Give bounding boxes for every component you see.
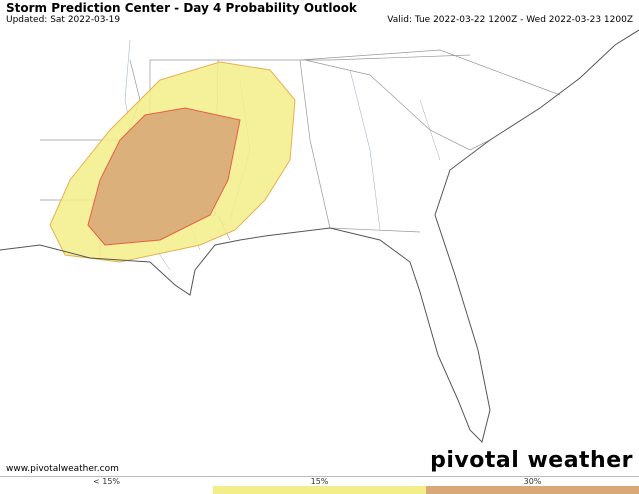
map bbox=[0, 29, 639, 443]
logo: pivotal weather bbox=[430, 448, 633, 473]
legend-label: 15% bbox=[310, 477, 329, 486]
legend-item: < 15% bbox=[0, 476, 213, 494]
valid-time: Valid: Tue 2022-03-22 1200Z - Wed 2022-0… bbox=[387, 15, 633, 25]
risk-30-area bbox=[87, 107, 241, 246]
legend-swatch bbox=[426, 486, 639, 494]
legend-swatch bbox=[0, 486, 213, 494]
coastline bbox=[0, 29, 639, 443]
legend: < 15% 15% 30% bbox=[0, 476, 639, 494]
legend-item: 30% bbox=[426, 476, 639, 494]
legend-label: 30% bbox=[523, 477, 542, 486]
legend-swatch bbox=[213, 486, 426, 494]
legend-item: 15% bbox=[213, 476, 426, 494]
updated: Updated: Sat 2022-03-19 bbox=[6, 15, 121, 25]
title: Storm Prediction Center - Day 4 Probabil… bbox=[6, 1, 357, 15]
website-url: www.pivotalweather.com bbox=[6, 464, 119, 474]
legend-label: < 15% bbox=[92, 477, 121, 486]
